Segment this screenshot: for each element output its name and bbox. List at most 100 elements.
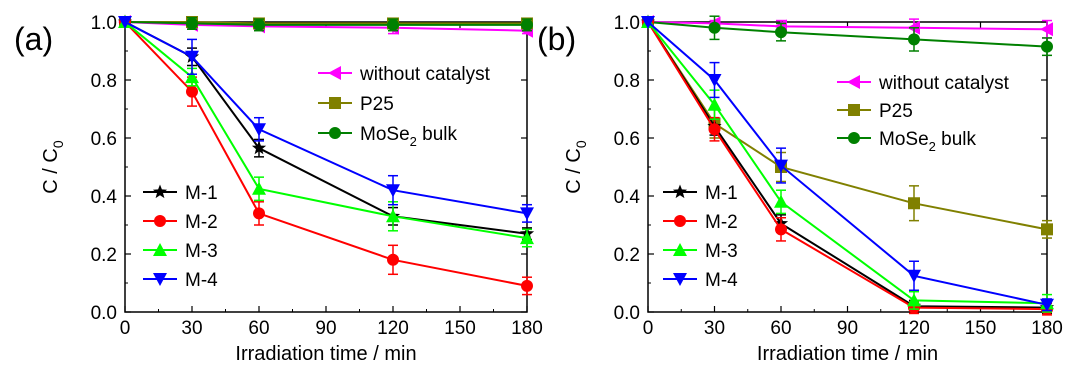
series-m-2 bbox=[642, 16, 1053, 316]
data-point bbox=[908, 33, 920, 46]
legend-label-text: M-3 bbox=[705, 241, 738, 262]
legend-label: MoSe2 bulk bbox=[879, 129, 977, 154]
legend-label: P25 bbox=[879, 101, 913, 122]
x-tick-label: 180 bbox=[1031, 318, 1063, 339]
legend-label-text: M-2 bbox=[705, 212, 738, 233]
x-tick-label: 0 bbox=[120, 318, 131, 339]
data-point bbox=[252, 181, 266, 195]
legend-top: without catalyst P25 MoSe2 bulk bbox=[318, 64, 491, 149]
data-point bbox=[118, 16, 132, 29]
data-point bbox=[253, 207, 265, 220]
legend-label: M-3 bbox=[185, 241, 218, 262]
data-point bbox=[186, 85, 198, 98]
legend-label-suffix: bulk bbox=[417, 124, 458, 145]
legend-label-text: without catalyst bbox=[878, 73, 1010, 94]
x-tick-label: 60 bbox=[770, 318, 791, 339]
legend-label: M-1 bbox=[705, 183, 738, 204]
legend-label: M-4 bbox=[185, 270, 218, 291]
chart-panel-b: (b) 0 30 60 90 120 150 180 0.0 0.2 0.4 0.6 0.8 1.0 Irr… bbox=[537, 13, 1063, 365]
series-m-4 bbox=[118, 16, 534, 223]
data-point bbox=[1040, 22, 1053, 37]
y-tick-label: 0.8 bbox=[614, 71, 640, 92]
series-m-4 bbox=[641, 16, 1054, 312]
legend-label: M-2 bbox=[185, 212, 218, 233]
x-tick-label: 0 bbox=[643, 318, 654, 339]
series-m-2 bbox=[119, 16, 533, 296]
legend-label-text: P25 bbox=[879, 101, 913, 122]
data-point bbox=[707, 74, 722, 87]
legend-marker bbox=[848, 104, 860, 116]
series-p25 bbox=[642, 16, 1053, 239]
data-point bbox=[251, 140, 267, 155]
series-line bbox=[647, 21, 1048, 309]
data-point bbox=[386, 184, 400, 198]
y-tick-label: 0.2 bbox=[614, 245, 640, 266]
legend-label: MoSe2 bulk bbox=[360, 124, 458, 149]
data-point bbox=[521, 18, 533, 31]
legend-bottom: M-1 M-2 M-3 M-4 bbox=[143, 183, 218, 291]
data-point bbox=[774, 194, 788, 208]
x-tick-label: 150 bbox=[444, 318, 476, 339]
y-axis-label-text: C / C bbox=[563, 148, 585, 194]
data-point bbox=[185, 70, 199, 84]
x-tick-label: 30 bbox=[181, 318, 202, 339]
y-tick-label: 0.6 bbox=[614, 129, 640, 150]
legend-label-text: MoSe bbox=[879, 129, 929, 150]
legend-label-text: without catalyst bbox=[359, 64, 491, 85]
legend-label-text: M-4 bbox=[705, 270, 738, 291]
legend-label-suffix: bulk bbox=[936, 129, 977, 150]
x-axis-label: Irradiation time / min bbox=[235, 343, 416, 365]
y-axis-label-subscript: 0 bbox=[573, 140, 589, 148]
y-tick-label: 0.2 bbox=[91, 245, 117, 266]
legend-marker bbox=[673, 273, 687, 286]
chart-panel-a: (a) 0 30 60 90 120 150 180 0.0 0.2 0.4 0.6 0.8 1.0 Irr… bbox=[14, 13, 543, 365]
legend-marker bbox=[328, 66, 341, 80]
x-axis-label: Irradiation time / min bbox=[757, 343, 938, 365]
x-tick-label: 150 bbox=[965, 318, 997, 339]
data-point bbox=[387, 18, 399, 31]
data-point bbox=[253, 18, 265, 31]
legend-label-subscript: 2 bbox=[929, 139, 936, 154]
legend-label-text: M-2 bbox=[185, 212, 218, 233]
y-axis-label-text: C / C bbox=[40, 148, 62, 194]
x-tick-label: 90 bbox=[837, 318, 858, 339]
data-point bbox=[1041, 223, 1053, 236]
series-line bbox=[647, 21, 1048, 306]
data-point bbox=[1041, 40, 1053, 53]
data-point bbox=[520, 207, 534, 221]
legend-marker bbox=[152, 184, 168, 199]
legend-label: M-1 bbox=[185, 183, 218, 204]
y-axis-label: C / C0 bbox=[563, 140, 589, 194]
legend-label: M-3 bbox=[705, 241, 738, 262]
data-point bbox=[252, 123, 266, 137]
legend-marker bbox=[153, 273, 167, 286]
y-tick-label: 0.4 bbox=[614, 187, 641, 208]
legend-label-text: M-1 bbox=[705, 183, 738, 204]
data-point bbox=[775, 223, 787, 236]
y-tick-label: 0.4 bbox=[91, 187, 118, 208]
legend-label-subscript: 2 bbox=[410, 134, 417, 149]
data-point bbox=[907, 269, 921, 283]
legend-label: P25 bbox=[360, 94, 394, 115]
legend-label-text: P25 bbox=[360, 94, 394, 115]
panel-label: (a) bbox=[14, 21, 53, 57]
legend-marker bbox=[329, 97, 341, 109]
y-tick-label: 0.0 bbox=[91, 303, 117, 324]
legend-label: without catalyst bbox=[359, 64, 491, 85]
data-point bbox=[907, 293, 921, 307]
legend-marker bbox=[672, 184, 688, 199]
series-mose-bulk bbox=[119, 16, 533, 32]
legend-label-text: M-4 bbox=[185, 270, 218, 291]
data-point bbox=[521, 279, 533, 292]
legend-label-text: MoSe bbox=[360, 124, 410, 145]
x-tick-label: 90 bbox=[315, 318, 336, 339]
y-tick-label: 0.8 bbox=[91, 71, 117, 92]
series-without-catalyst bbox=[118, 15, 533, 38]
y-axis-label: C / C0 bbox=[40, 140, 66, 194]
data-point bbox=[520, 231, 534, 245]
legend-label: without catalyst bbox=[878, 73, 1010, 94]
data-point bbox=[186, 17, 198, 30]
data-point bbox=[775, 26, 787, 39]
panel-label: (b) bbox=[537, 21, 576, 57]
